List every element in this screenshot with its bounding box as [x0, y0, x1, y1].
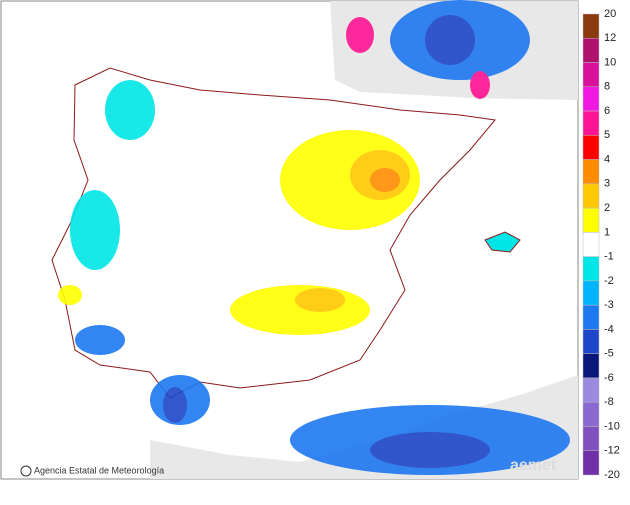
legend-label: -10: [604, 420, 620, 432]
legend-swatch: [582, 13, 600, 39]
legend-label: -5: [604, 348, 614, 360]
credit: Agencia Estatal de Meteorología: [34, 465, 164, 475]
legend-swatch: [582, 426, 600, 451]
legend-swatch: [582, 38, 600, 63]
legend-swatch: [582, 110, 600, 136]
legend-swatch: [582, 280, 600, 306]
legend-label: -20: [604, 469, 620, 481]
legend-label: 20: [604, 8, 616, 20]
legend-swatch: [582, 353, 600, 379]
copyright-icon: [20, 465, 32, 477]
legend-label: 3: [604, 178, 610, 190]
legend-label: -8: [604, 396, 614, 408]
legend-swatch: [582, 183, 600, 209]
legend-label: 4: [604, 153, 610, 165]
legend-swatch: [582, 304, 600, 330]
legend-swatch: [582, 159, 600, 185]
legend-label: -3: [604, 299, 614, 311]
legend-label: 8: [604, 81, 610, 93]
legend-swatch: [582, 207, 600, 233]
legend-swatch: [582, 401, 600, 427]
legend-label: -1: [604, 251, 614, 263]
anomaly-patches: [58, 0, 570, 475]
legend-swatch: [582, 86, 600, 112]
legend-label: 2: [604, 202, 610, 214]
legend-label: -4: [604, 323, 614, 335]
watermark: aemet: [510, 457, 557, 474]
balearic-islands: [484, 231, 521, 253]
legend-label: 1: [604, 226, 610, 238]
legend-label: -12: [604, 445, 620, 457]
legend-swatch: [582, 377, 600, 403]
legend: 20 12 10 8 6 5 4 3 2 1 -1 -2 -3 -4 -5 -6 -8 -10 -12 -20: [582, 8, 620, 481]
legend-swatch: [582, 450, 600, 476]
legend-swatch: [582, 135, 600, 160]
legend-label: 5: [604, 129, 610, 141]
legend-swatch: [582, 256, 600, 282]
legend-label: -2: [604, 275, 614, 287]
map: Agencia Estatal de Meteorología aemet: [0, 0, 579, 480]
legend-swatch: [582, 232, 600, 257]
legend-swatch: [582, 62, 600, 88]
legend-label: 12: [604, 32, 616, 44]
legend-label: 10: [604, 56, 616, 68]
legend-swatch: [582, 329, 600, 354]
legend-label: 6: [604, 105, 610, 117]
legend-label: -6: [604, 372, 614, 384]
